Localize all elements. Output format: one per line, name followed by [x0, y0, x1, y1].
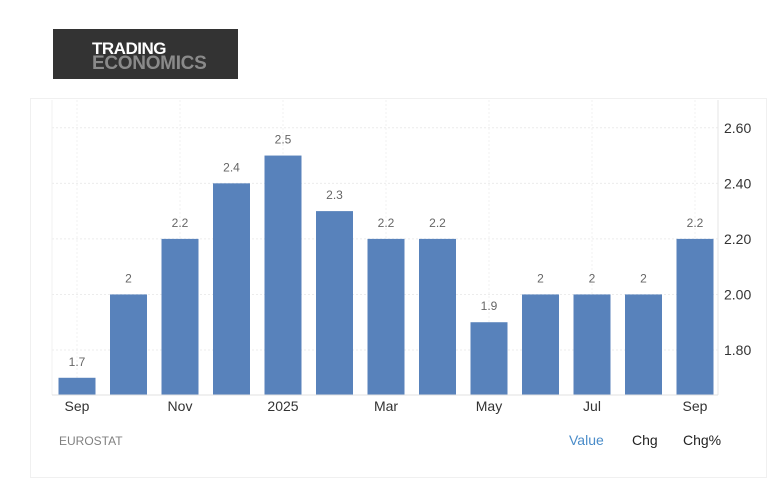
x-tick-label: Nov	[168, 398, 193, 414]
data-label: 2	[125, 271, 132, 285]
chart-frame	[30, 98, 767, 478]
tab-chg[interactable]: Chg	[632, 432, 658, 448]
bar	[161, 238, 199, 395]
source-label: EUROSTAT	[59, 434, 123, 448]
logo-line1: TRADING	[92, 39, 166, 58]
y-tick-label: 2.60	[724, 120, 751, 136]
bar	[573, 294, 611, 395]
x-tick-label: Mar	[374, 398, 398, 414]
trading-economics-logo: TRADING ECONOMICS	[53, 29, 238, 79]
data-label: 1.9	[481, 299, 498, 313]
bar	[264, 155, 302, 395]
bar	[419, 238, 456, 395]
data-label: 2.2	[378, 216, 395, 230]
x-tick-label: Sep	[683, 398, 708, 414]
bar	[676, 238, 714, 395]
y-tick-label: 1.80	[724, 342, 751, 358]
data-label: 2	[640, 271, 647, 285]
bar	[213, 183, 250, 395]
bar	[625, 294, 662, 395]
y-tick-label: 2.00	[724, 286, 751, 302]
tab-value[interactable]: Value	[569, 432, 604, 448]
bar	[470, 322, 508, 395]
x-tick-label: Sep	[65, 398, 90, 414]
bar	[110, 294, 147, 395]
x-tick-label: Jul	[583, 398, 601, 414]
bar	[367, 238, 405, 395]
data-label: 1.7	[69, 355, 86, 369]
x-tick-label: May	[476, 398, 502, 414]
logo-line2: ECONOMICS	[92, 53, 207, 74]
data-label: 2.2	[687, 216, 704, 230]
data-label: 2.5	[275, 133, 292, 147]
y-tick-label: 2.40	[724, 175, 751, 191]
y-tick-label: 2.20	[724, 231, 751, 247]
data-label: 2.4	[223, 160, 240, 174]
data-label: 2.2	[429, 216, 446, 230]
bar	[522, 294, 559, 395]
data-label: 2.3	[326, 188, 343, 202]
bar	[316, 211, 353, 395]
tab-chg-percent[interactable]: Chg%	[683, 432, 722, 448]
data-label: 2.2	[172, 216, 189, 230]
data-label: 2	[589, 271, 596, 285]
data-label: 2	[537, 271, 544, 285]
x-tick-label: 2025	[267, 398, 298, 414]
bar	[58, 377, 96, 395]
